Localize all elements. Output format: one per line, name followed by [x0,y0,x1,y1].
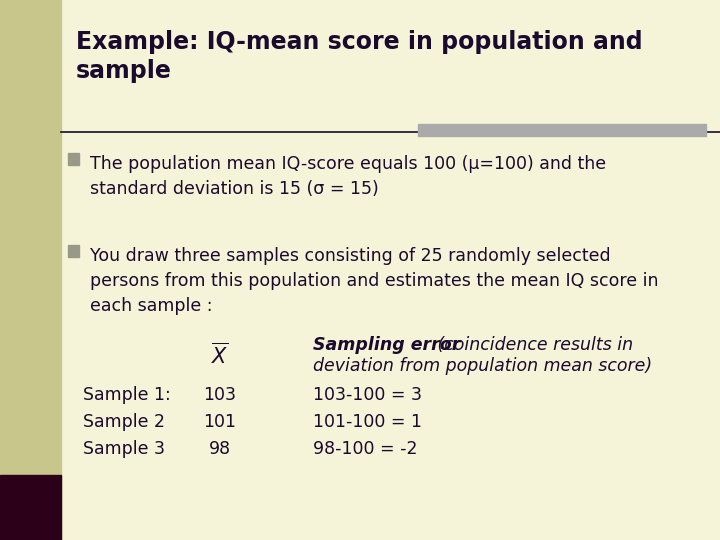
Text: 98-100 = -2: 98-100 = -2 [313,440,418,458]
Text: Sample 1:: Sample 1: [83,386,171,404]
Text: The population mean IQ-score equals 100 (μ=100) and the
standard deviation is 15: The population mean IQ-score equals 100 … [90,155,606,198]
Text: 103: 103 [203,386,236,404]
Text: (coincidence results in: (coincidence results in [432,336,633,354]
Text: Sample 2: Sample 2 [83,413,165,431]
Text: 101-100 = 1: 101-100 = 1 [313,413,422,431]
Text: You draw three samples consisting of 25 randomly selected
persons from this popu: You draw three samples consisting of 25 … [90,247,659,315]
Bar [0,475,61,540]
Text: 101: 101 [203,413,236,431]
Bar [68,245,79,257]
Text: 103-100 = 3: 103-100 = 3 [313,386,422,404]
Bar [0,0,61,540]
Text: deviation from population mean score): deviation from population mean score) [313,357,652,375]
Text: 98: 98 [209,440,230,458]
Bar [68,153,79,165]
Text: Example: IQ-mean score in population and
sample: Example: IQ-mean score in population and… [76,30,642,83]
Text: Sampling error: Sampling error [313,336,461,354]
Text: $\overline{X}$: $\overline{X}$ [211,343,228,368]
Text: Sample 3: Sample 3 [83,440,165,458]
Bar [418,124,706,136]
